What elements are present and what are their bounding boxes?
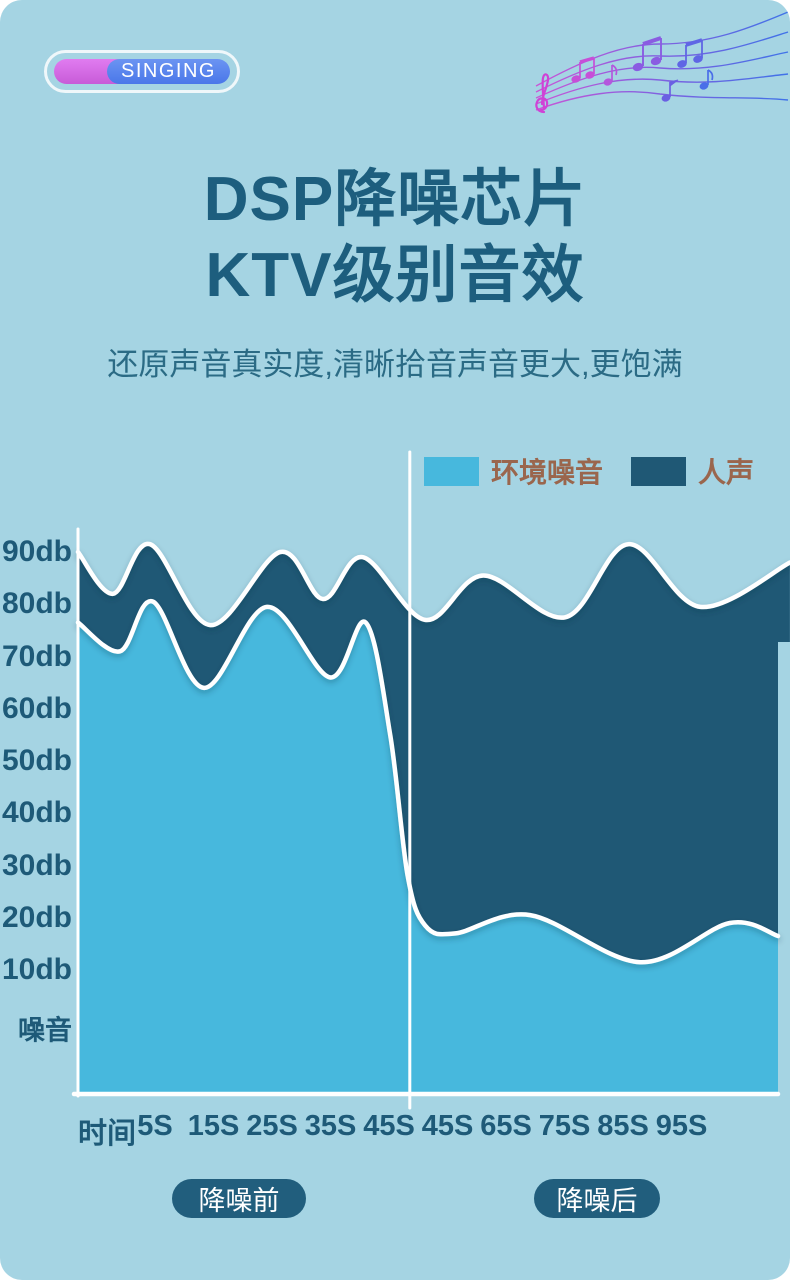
title-line-1: DSP降噪芯片 bbox=[203, 165, 587, 234]
voice-legend-swatch bbox=[631, 456, 687, 486]
x-axis-label: 35S bbox=[304, 1110, 357, 1142]
y-axis-label: 70db bbox=[1, 639, 72, 673]
x-axis-label: 65S bbox=[480, 1110, 532, 1142]
badge-blue-pill: SINGING bbox=[107, 59, 230, 84]
y-axis-label: 噪音 bbox=[18, 1015, 72, 1046]
badge-label: SINGING bbox=[121, 60, 216, 82]
x-axis-label: 75S bbox=[538, 1110, 591, 1142]
voice-legend-label: 人声 bbox=[698, 457, 755, 488]
voice-line bbox=[75, 541, 790, 628]
x-axis-label: 45S bbox=[421, 1110, 474, 1142]
y-axis-label: 60db bbox=[1, 691, 72, 725]
treble-clef-icon bbox=[535, 73, 550, 114]
chart-legend: 环境噪音 人声 bbox=[424, 451, 754, 491]
x-axis-label: 45S bbox=[363, 1110, 415, 1142]
beamed-notes-icon bbox=[677, 38, 703, 68]
after-noise-reduction-badge: 降噪后 bbox=[534, 1179, 660, 1218]
music-notes-icon bbox=[535, 11, 789, 114]
title-line-2: KTV级别音效 bbox=[205, 241, 585, 310]
noise-area bbox=[78, 601, 778, 1096]
eighth-note-icon bbox=[603, 64, 618, 86]
noise-legend-swatch bbox=[424, 456, 479, 486]
x-axis-label: 15S bbox=[187, 1110, 240, 1142]
y-axis-label: 40db bbox=[1, 796, 72, 830]
x-axis-label: 时间 bbox=[77, 1118, 137, 1150]
x-axis-label: 25S bbox=[246, 1110, 298, 1142]
y-axis-label: 50db bbox=[1, 744, 72, 777]
y-axis-label: 90db bbox=[1, 535, 72, 568]
legend-item-voice: 人声 bbox=[631, 451, 754, 491]
y-axis-label: 80db bbox=[1, 587, 72, 621]
before-noise-reduction-badge: 降噪前 bbox=[172, 1179, 306, 1218]
noise-legend-label: 环境噪音 bbox=[491, 457, 604, 488]
y-axis-label: 10db bbox=[1, 953, 72, 986]
x-axis-label: 85S bbox=[597, 1110, 649, 1142]
y-axis-label: 20db bbox=[1, 900, 72, 934]
page-title: DSP降噪芯片 KTV级别音效 bbox=[0, 162, 790, 314]
singing-badge: SINGING bbox=[44, 50, 240, 93]
right-edge-mask bbox=[778, 642, 790, 1098]
y-axis-label: 30db bbox=[1, 848, 72, 882]
legend-item-noise: 环境噪音 bbox=[424, 451, 603, 491]
eighth-note-icon bbox=[699, 69, 714, 90]
x-axis-label: 5S bbox=[137, 1110, 173, 1142]
page-subtitle: 还原声音真实度,清晰拾音声音更大,更饱满 bbox=[107, 347, 683, 382]
eighth-note-icon bbox=[661, 79, 679, 102]
beamed-notes-icon bbox=[632, 36, 662, 72]
beamed-notes-icon bbox=[571, 56, 595, 83]
x-axis-label: 95S bbox=[655, 1110, 708, 1142]
noise-line bbox=[75, 599, 781, 965]
